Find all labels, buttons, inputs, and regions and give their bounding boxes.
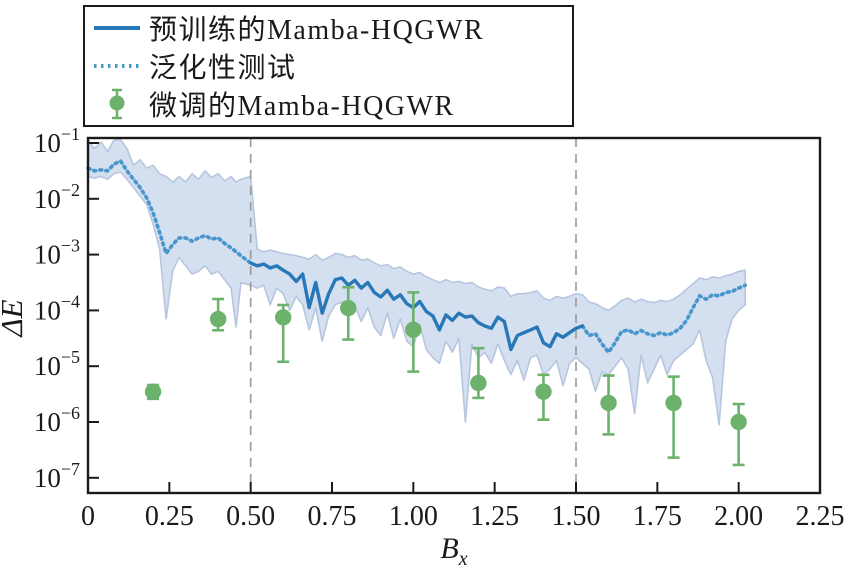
- x-tick-label: 1.25: [470, 501, 519, 532]
- x-tick-label: 0.50: [226, 501, 275, 532]
- x-tick-label: 1.75: [633, 501, 682, 532]
- legend-item-pretrained: 预训练的Mamba-HQGWR: [85, 10, 572, 46]
- legend-item-generalization: 泛化性测试: [85, 48, 572, 84]
- y-tick-label: 10−2: [34, 180, 80, 214]
- data-point: [535, 383, 552, 400]
- data-point: [275, 309, 292, 326]
- plot-frame: [86, 136, 822, 495]
- legend-label-pretrained: 预训练的Mamba-HQGWR: [149, 15, 485, 46]
- data-point: [665, 394, 682, 412]
- y-tick-label: 10−5: [34, 347, 80, 381]
- legend: 预训练的Mamba-HQGWR 泛化性测试 微调的Mamba-HQGWR: [83, 5, 574, 127]
- data-point: [144, 383, 162, 400]
- x-tick-label: 1.00: [389, 501, 438, 532]
- data-point: [730, 413, 747, 431]
- y-tick-label: 10−4: [34, 291, 80, 325]
- uncertainty-band: [87, 138, 746, 426]
- y-tick-label: 10−3: [34, 236, 80, 270]
- legend-label-generalization: 泛化性测试: [149, 53, 297, 84]
- generalization-line-right: [580, 283, 747, 356]
- x-tick-label: 1.50: [552, 501, 601, 532]
- generalization-line-left: [86, 158, 253, 265]
- y-axis-label: ΔE: [0, 299, 29, 338]
- x-tick-label: 2.25: [796, 501, 845, 532]
- x-tick-label: 0.25: [145, 501, 194, 532]
- data-point: [209, 310, 227, 328]
- data-point: [405, 321, 422, 338]
- data-point: [470, 374, 487, 392]
- legend-label-finetuned: 微调的Mamba-HQGWR: [149, 91, 455, 122]
- x-tick-label: 0.75: [308, 501, 357, 532]
- data-point: [340, 299, 357, 317]
- solid-line-icon: [85, 11, 149, 45]
- y-tick-label: 10−7: [34, 459, 80, 493]
- dotted-line-icon: [85, 49, 149, 83]
- pretrained-line: [249, 261, 585, 352]
- x-axis-label: Bx: [440, 532, 467, 570]
- data-point: [600, 394, 617, 412]
- x-tick-label: 2.00: [714, 501, 763, 532]
- legend-item-finetuned: 微调的Mamba-HQGWR: [85, 86, 572, 122]
- y-tick-label: 10−1: [34, 124, 80, 158]
- y-tick-label: 10−6: [34, 403, 80, 437]
- x-tick-label: 0: [81, 501, 95, 532]
- errorbar-marker-icon: [85, 87, 149, 121]
